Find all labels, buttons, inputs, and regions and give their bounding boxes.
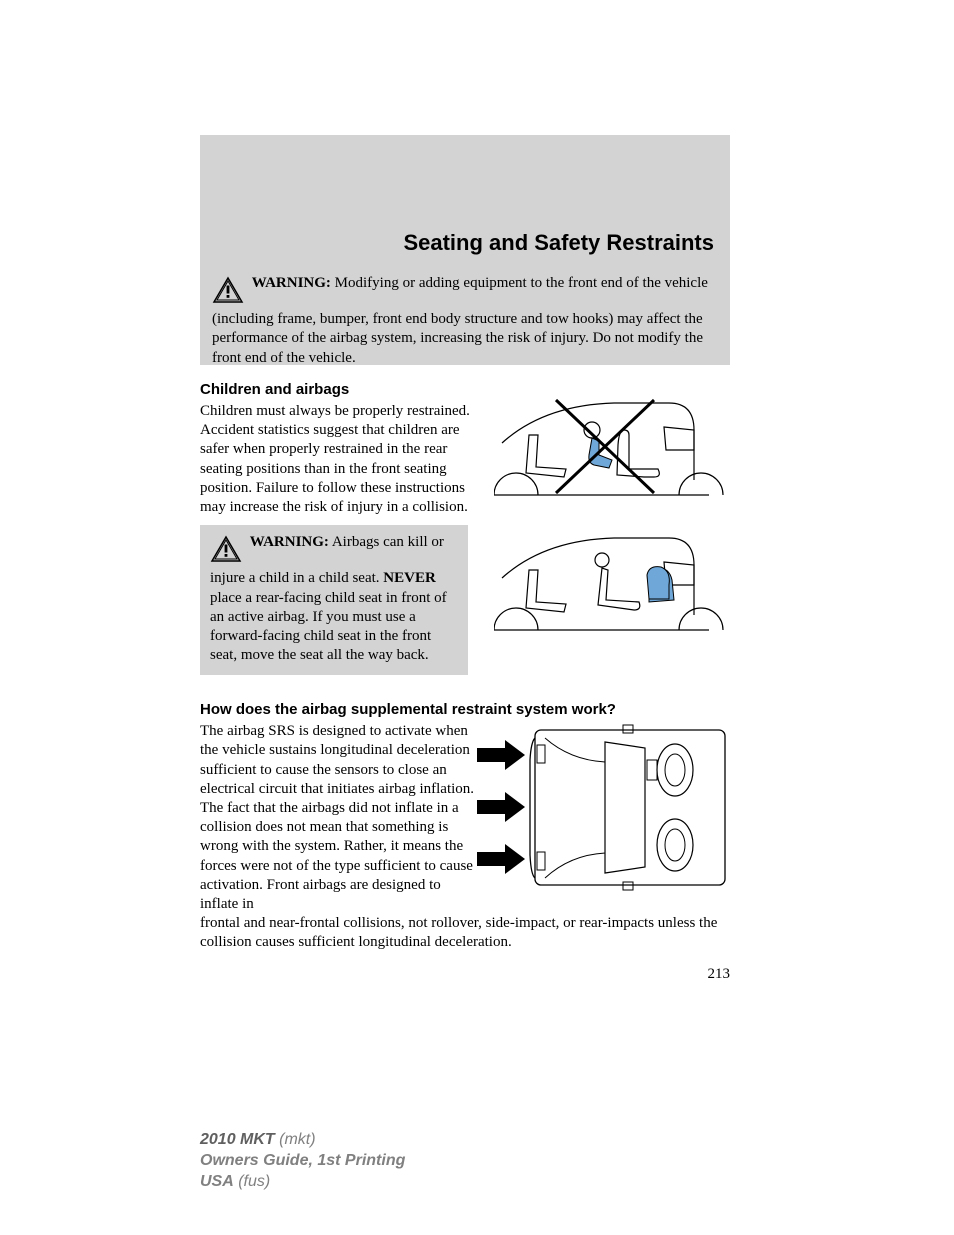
section2-body-narrow: The airbag SRS is designed to activate w…: [200, 722, 480, 914]
manual-page: Seating and Safety Restraints WARNING: M…: [0, 0, 954, 1235]
footer-model: 2010 MKT: [200, 1131, 275, 1148]
header-band: Seating and Safety Restraints WARNING: M…: [200, 135, 730, 365]
illustration-child-rear-seat: [494, 530, 724, 650]
collision-arrow: [477, 740, 525, 770]
warning-content-1: WARNING: Modifying or adding equipment t…: [212, 275, 708, 366]
heading-srs: How does the airbag supplemental restrai…: [200, 701, 730, 718]
illustration-child-front-seat-x: [494, 395, 724, 515]
footer-guide: Owners Guide, 1st Printing: [200, 1152, 405, 1169]
section1-body: Children must always be properly restrai…: [200, 402, 480, 517]
warning-text-2b: place a rear-facing child seat in front …: [210, 590, 447, 664]
warning-box-1: WARNING: Modifying or adding equipment t…: [200, 266, 730, 368]
footer-model-code: (mkt): [275, 1131, 316, 1148]
never-label: NEVER: [383, 570, 436, 586]
section2-body-full: frontal and near-frontal collisions, not…: [200, 914, 730, 952]
warning-icon: [210, 535, 242, 569]
warning-content-2: WARNING: Airbags can kill or injure a ch…: [210, 534, 447, 663]
footer: 2010 MKT (mkt) Owners Guide, 1st Printin…: [200, 1130, 405, 1192]
page-title: Seating and Safety Restraints: [200, 135, 730, 266]
warning-label-2: WARNING:: [250, 534, 329, 550]
collision-arrow: [477, 844, 525, 874]
collision-arrow: [477, 792, 525, 822]
warning-box-2: WARNING: Airbags can kill or injure a ch…: [200, 525, 468, 675]
footer-region-code: (fus): [234, 1173, 270, 1190]
warning-icon: [212, 276, 244, 310]
warning-label-1: WARNING:: [252, 275, 331, 291]
footer-region: USA: [200, 1173, 234, 1190]
illustration-frontal-collision: [475, 720, 730, 895]
page-number: 213: [200, 966, 730, 983]
